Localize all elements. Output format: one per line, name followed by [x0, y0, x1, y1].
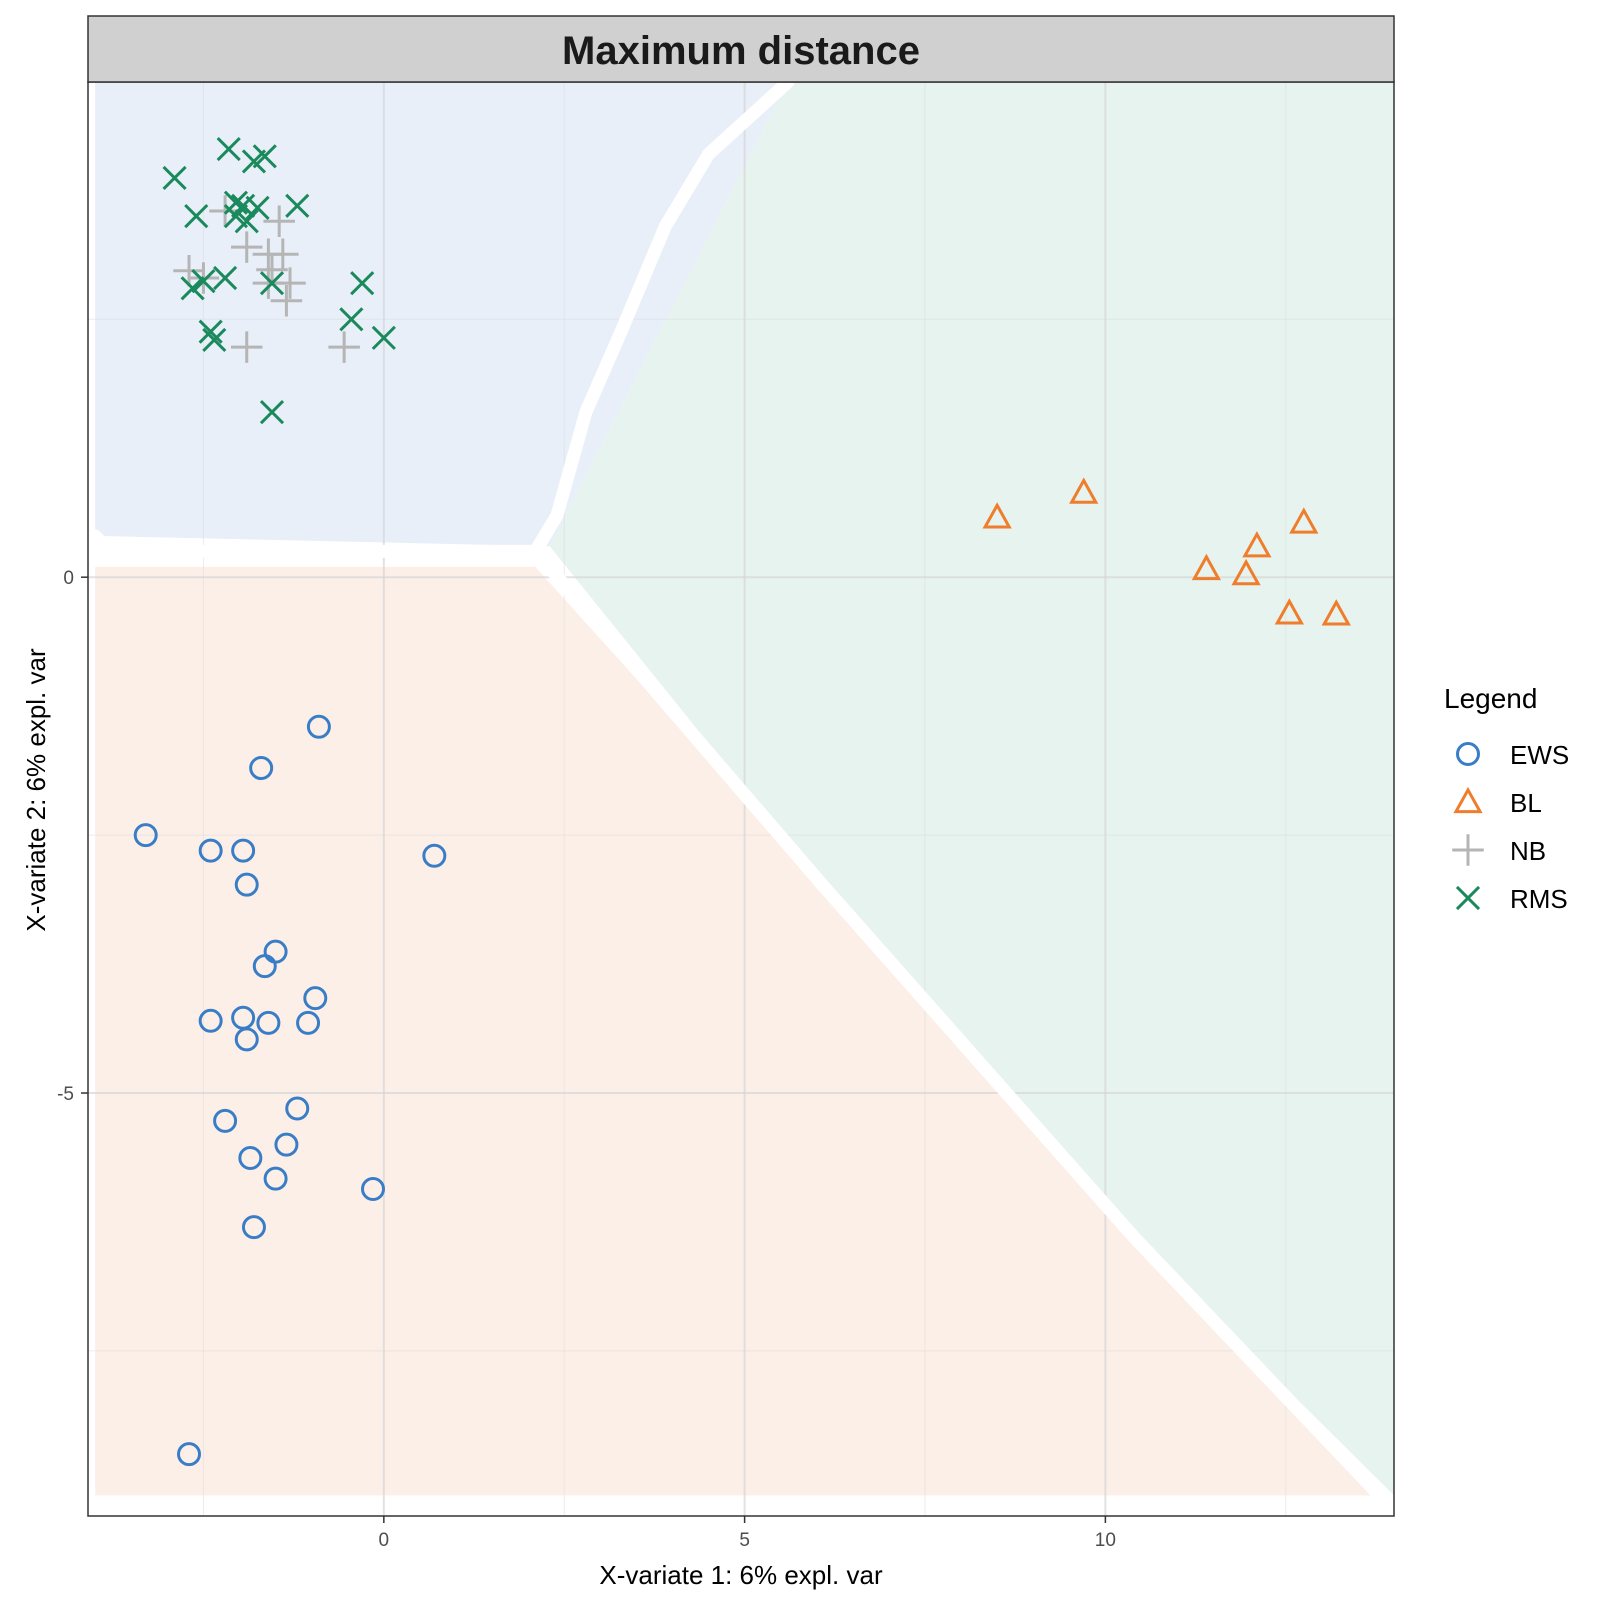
strip-background	[87, 15, 1395, 83]
point-rms	[180, 276, 205, 301]
y-tick-label: 0	[63, 568, 74, 589]
point-rms	[339, 307, 364, 332]
legend-item-rms: RMS	[1455, 884, 1568, 914]
x-axis-ticks: 0 5 10	[379, 1516, 1116, 1551]
point-rms	[234, 209, 259, 234]
y-tick-label: -5	[57, 1084, 74, 1105]
point-ews	[213, 1108, 238, 1133]
point-rms	[216, 136, 241, 162]
point-ews	[177, 1442, 202, 1467]
boundary-line	[528, 544, 1387, 1502]
point-rms	[191, 269, 216, 294]
point-rms	[245, 195, 270, 220]
point-nb	[270, 284, 303, 317]
point-ews	[234, 872, 259, 897]
series-nb	[173, 195, 360, 363]
legend-title: Legend	[1444, 683, 1537, 714]
point-ews	[252, 954, 277, 979]
point-rms	[350, 271, 375, 296]
x-tick-label: 0	[379, 1530, 390, 1551]
point-ews	[238, 1146, 263, 1171]
point-bl	[1321, 599, 1351, 626]
point-rms	[259, 271, 285, 296]
point-bl	[1289, 507, 1319, 534]
point-ews	[422, 843, 447, 868]
y-axis-ticks: 0 -5	[57, 568, 88, 1105]
region-nb	[95, 566, 1380, 1496]
point-ews	[361, 1176, 386, 1201]
point-ews	[241, 1215, 266, 1240]
x-tick-label: 5	[739, 1530, 750, 1551]
series-bl	[982, 477, 1351, 626]
region-rms	[549, 82, 1394, 1496]
point-rms	[162, 165, 187, 191]
point-ews	[234, 1027, 259, 1052]
point-nb	[230, 231, 263, 263]
legend-label: NB	[1510, 836, 1546, 866]
legend-item-ews: EWS	[1456, 740, 1569, 770]
strip-header: Maximum distance	[87, 15, 1395, 83]
point-rms	[252, 144, 277, 169]
point-ews	[306, 714, 331, 739]
point-ews	[198, 1008, 223, 1033]
point-rms	[184, 204, 209, 229]
classification-regions	[95, 82, 1394, 1496]
grid-lines	[88, 82, 1394, 1516]
x-axis-label: X-variate 1: 6% expl. var	[599, 1560, 883, 1590]
series-ews	[133, 714, 447, 1467]
point-ews	[274, 1132, 299, 1157]
boundary-line	[88, 75, 795, 558]
point-bl	[1191, 553, 1222, 581]
point-bl	[1231, 558, 1261, 586]
legend-item-nb: NB	[1452, 834, 1546, 866]
point-ews	[285, 1096, 310, 1121]
legend-label: EWS	[1510, 740, 1569, 770]
chart-title: Maximum distance	[562, 29, 920, 73]
point-ews	[303, 986, 328, 1011]
decision-boundaries	[88, 75, 1387, 1502]
point-bl	[1069, 477, 1099, 504]
point-ews	[198, 838, 223, 863]
point-rms	[285, 193, 310, 218]
point-ews	[296, 1010, 321, 1035]
point-nb	[274, 267, 306, 299]
point-ews	[263, 1166, 288, 1191]
point-nb	[230, 331, 263, 363]
point-nb	[263, 205, 295, 238]
legend-key-rms	[1455, 885, 1481, 911]
point-rms	[202, 327, 227, 352]
point-rms	[371, 325, 396, 350]
legend-key-ews	[1456, 742, 1480, 766]
y-axis-label: X-variate 2: 6% expl. var	[21, 648, 51, 932]
point-nb	[256, 254, 288, 286]
point-bl	[1242, 531, 1272, 558]
point-rms	[198, 319, 223, 344]
point-ews	[133, 823, 158, 848]
legend-item-bl: BL	[1453, 786, 1542, 818]
data-points	[133, 136, 1351, 1467]
point-rms	[259, 400, 285, 425]
legend-label: RMS	[1510, 884, 1568, 914]
series-rms	[162, 136, 396, 425]
x-tick-label: 10	[1095, 1530, 1116, 1551]
point-rms	[213, 265, 238, 291]
legend-key-bl	[1453, 786, 1483, 814]
legend-key-nb	[1452, 834, 1484, 866]
point-bl	[982, 502, 1012, 529]
point-ews	[249, 756, 274, 781]
point-ews	[231, 838, 256, 863]
point-nb	[173, 255, 205, 287]
legend: Legend EWS BL NB RMS	[1444, 683, 1569, 914]
point-ews	[256, 1010, 281, 1035]
legend-label: BL	[1510, 788, 1542, 818]
point-bl	[1274, 598, 1304, 625]
point-nb	[328, 331, 360, 363]
